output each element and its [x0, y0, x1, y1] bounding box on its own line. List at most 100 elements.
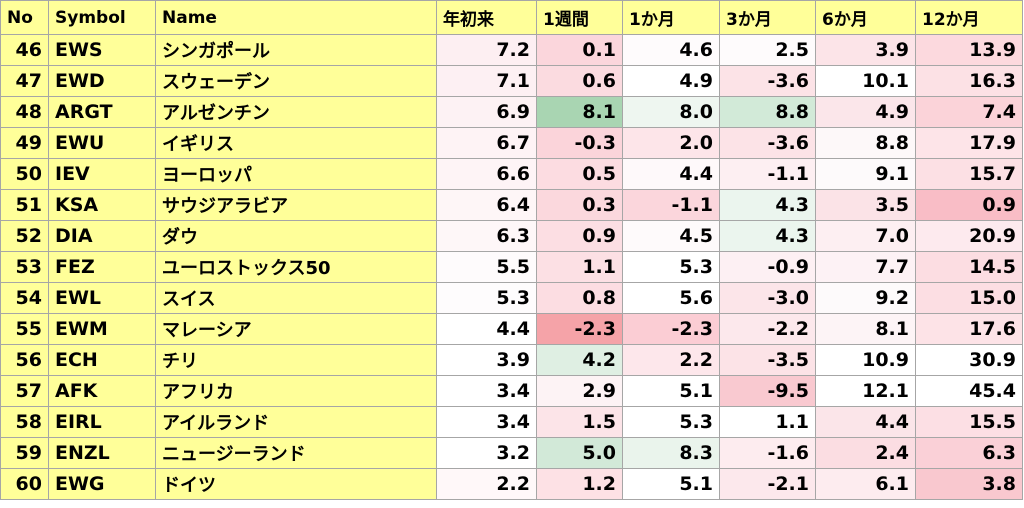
return-cell-3m: -2.1 — [719, 468, 816, 500]
return-cell-3m: 2.5 — [719, 34, 816, 66]
return-cell-12m: 15.0 — [915, 282, 1023, 314]
symbol-cell: EWD — [48, 65, 156, 97]
header-6m[interactable]: 6か月 — [815, 0, 916, 35]
header-1w[interactable]: 1週間 — [536, 0, 623, 35]
return-cell-6m: 2.4 — [815, 437, 916, 469]
return-cell-1m: -1.1 — [622, 189, 720, 221]
name-cell: ダウ — [155, 220, 437, 252]
table-row: 59 ENZL ニュージーランド 3.2 5.0 8.3 -1.6 2.4 6.3 — [0, 437, 1023, 469]
row-number: 52 — [0, 220, 49, 252]
symbol-cell: EWU — [48, 127, 156, 159]
header-no[interactable]: No — [0, 0, 49, 35]
return-cell-ytd: 6.4 — [436, 189, 537, 221]
return-cell-3m: 4.3 — [719, 220, 816, 252]
header-1m[interactable]: 1か月 — [622, 0, 720, 35]
symbol-cell: DIA — [48, 220, 156, 252]
table-row: 46 EWS シンガポール 7.2 0.1 4.6 2.5 3.9 13.9 — [0, 34, 1023, 66]
return-cell-6m: 10.1 — [815, 65, 916, 97]
table-row: 57 AFK アフリカ 3.4 2.9 5.1 -9.5 12.1 45.4 — [0, 375, 1023, 407]
return-cell-ytd: 5.3 — [436, 282, 537, 314]
table-row: 60 EWG ドイツ 2.2 1.2 5.1 -2.1 6.1 3.8 — [0, 468, 1023, 500]
return-cell-1w: 0.5 — [536, 158, 623, 190]
row-number: 46 — [0, 34, 49, 66]
row-number: 56 — [0, 344, 49, 376]
return-cell-12m: 0.9 — [915, 189, 1023, 221]
return-cell-1m: 8.0 — [622, 96, 720, 128]
table-row: 50 IEV ヨーロッパ 6.6 0.5 4.4 -1.1 9.1 15.7 — [0, 158, 1023, 190]
return-cell-12m: 20.9 — [915, 220, 1023, 252]
name-cell: ユーロストックス50 — [155, 251, 437, 283]
name-cell: イギリス — [155, 127, 437, 159]
header-12m[interactable]: 12か月 — [915, 0, 1023, 35]
return-cell-3m: -3.5 — [719, 344, 816, 376]
name-cell: アフリカ — [155, 375, 437, 407]
table-row: 54 EWL スイス 5.3 0.8 5.6 -3.0 9.2 15.0 — [0, 282, 1023, 314]
return-cell-ytd: 7.1 — [436, 65, 537, 97]
header-name[interactable]: Name — [155, 0, 437, 35]
return-cell-3m: -3.0 — [719, 282, 816, 314]
table-row: 52 DIA ダウ 6.3 0.9 4.5 4.3 7.0 20.9 — [0, 220, 1023, 252]
row-number: 51 — [0, 189, 49, 221]
header-row: No Symbol Name 年初来 1週間 1か月 3か月 6か月 12か月 — [0, 0, 1023, 35]
header-ytd[interactable]: 年初来 — [436, 0, 537, 35]
return-cell-1m: -2.3 — [622, 313, 720, 345]
name-cell: スイス — [155, 282, 437, 314]
symbol-cell: AFK — [48, 375, 156, 407]
return-cell-3m: -3.6 — [719, 65, 816, 97]
return-cell-6m: 7.0 — [815, 220, 916, 252]
return-cell-1m: 4.9 — [622, 65, 720, 97]
return-cell-1w: 1.5 — [536, 406, 623, 438]
name-cell: スウェーデン — [155, 65, 437, 97]
symbol-cell: EWG — [48, 468, 156, 500]
return-cell-3m: -3.6 — [719, 127, 816, 159]
symbol-cell: ENZL — [48, 437, 156, 469]
row-number: 54 — [0, 282, 49, 314]
return-cell-6m: 4.9 — [815, 96, 916, 128]
name-cell: ヨーロッパ — [155, 158, 437, 190]
return-cell-3m: 8.8 — [719, 96, 816, 128]
return-cell-3m: 4.3 — [719, 189, 816, 221]
row-number: 49 — [0, 127, 49, 159]
return-cell-1m: 4.4 — [622, 158, 720, 190]
table-row: 48 ARGT アルゼンチン 6.9 8.1 8.0 8.8 4.9 7.4 — [0, 96, 1023, 128]
row-number: 53 — [0, 251, 49, 283]
row-number: 55 — [0, 313, 49, 345]
return-cell-12m: 6.3 — [915, 437, 1023, 469]
name-cell: アルゼンチン — [155, 96, 437, 128]
row-number: 59 — [0, 437, 49, 469]
return-cell-1m: 8.3 — [622, 437, 720, 469]
symbol-cell: EWM — [48, 313, 156, 345]
return-cell-1w: 4.2 — [536, 344, 623, 376]
header-3m[interactable]: 3か月 — [719, 0, 816, 35]
return-cell-6m: 12.1 — [815, 375, 916, 407]
return-cell-ytd: 6.7 — [436, 127, 537, 159]
name-cell: ニュージーランド — [155, 437, 437, 469]
return-cell-12m: 45.4 — [915, 375, 1023, 407]
return-cell-12m: 17.6 — [915, 313, 1023, 345]
return-cell-6m: 4.4 — [815, 406, 916, 438]
return-cell-ytd: 5.5 — [436, 251, 537, 283]
return-cell-1m: 5.1 — [622, 375, 720, 407]
return-cell-ytd: 3.9 — [436, 344, 537, 376]
return-cell-ytd: 6.3 — [436, 220, 537, 252]
return-cell-ytd: 6.9 — [436, 96, 537, 128]
symbol-cell: FEZ — [48, 251, 156, 283]
symbol-cell: ARGT — [48, 96, 156, 128]
header-symbol[interactable]: Symbol — [48, 0, 156, 35]
row-number: 47 — [0, 65, 49, 97]
return-cell-1m: 5.1 — [622, 468, 720, 500]
return-cell-ytd: 2.2 — [436, 468, 537, 500]
return-cell-1m: 4.6 — [622, 34, 720, 66]
return-cell-1w: 8.1 — [536, 96, 623, 128]
table-row: 55 EWM マレーシア 4.4 -2.3 -2.3 -2.2 8.1 17.6 — [0, 313, 1023, 345]
return-cell-1w: 0.3 — [536, 189, 623, 221]
return-cell-12m: 3.8 — [915, 468, 1023, 500]
return-cell-1w: 0.9 — [536, 220, 623, 252]
return-cell-3m: -2.2 — [719, 313, 816, 345]
row-number: 50 — [0, 158, 49, 190]
row-number: 58 — [0, 406, 49, 438]
return-cell-6m: 10.9 — [815, 344, 916, 376]
return-cell-ytd: 3.4 — [436, 375, 537, 407]
table-row: 51 KSA サウジアラビア 6.4 0.3 -1.1 4.3 3.5 0.9 — [0, 189, 1023, 221]
